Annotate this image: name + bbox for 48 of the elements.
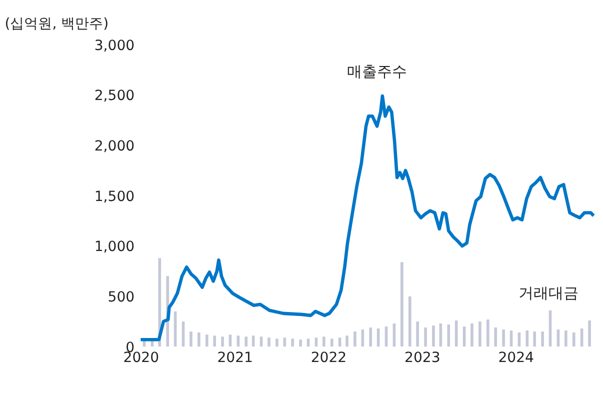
bar [526, 330, 529, 347]
bar [190, 332, 192, 347]
bar [299, 340, 302, 347]
bar [564, 330, 568, 347]
bar [533, 332, 536, 347]
bar [354, 332, 356, 347]
bar [424, 328, 427, 347]
bar [244, 336, 248, 347]
x-tick-label: 2022 [310, 350, 347, 366]
series-label: 거래대금 [518, 284, 579, 302]
bar [198, 332, 200, 347]
bar [494, 328, 497, 347]
y-tick-label: 1,500 [94, 188, 135, 205]
bar [291, 338, 294, 347]
bar [330, 338, 334, 347]
bar [478, 321, 482, 347]
bar [408, 296, 412, 347]
bar [447, 324, 450, 347]
bar [369, 328, 372, 347]
bar [268, 338, 270, 347]
bar [361, 330, 364, 347]
bar [572, 332, 576, 347]
bar [205, 334, 208, 347]
bar [322, 336, 326, 347]
x-tick-label: 2023 [404, 350, 440, 366]
y-axis-title: (십억원, 백만주) [4, 16, 109, 32]
bar [588, 320, 591, 347]
bar [486, 319, 490, 347]
bar [276, 338, 278, 347]
line-series [139, 94, 596, 342]
bar [283, 338, 286, 347]
y-tick-label: 500 [108, 289, 135, 306]
bar [541, 332, 544, 347]
x-tick-label: 2024 [498, 350, 534, 366]
bar [432, 326, 435, 347]
bar [416, 321, 419, 347]
bar [213, 336, 216, 347]
x-tick-label: 2021 [217, 350, 253, 366]
y-tick-label: 3,000 [94, 38, 135, 54]
bar [470, 323, 474, 347]
y-tick-label: 2,000 [94, 138, 135, 154]
y-tick-label: 1,000 [94, 239, 135, 256]
bar [221, 336, 224, 347]
bar [502, 330, 505, 347]
y-tick-label: 2,500 [94, 88, 135, 104]
bar [400, 262, 404, 347]
bar [346, 336, 348, 347]
series-label: 매출주수 [346, 62, 407, 81]
